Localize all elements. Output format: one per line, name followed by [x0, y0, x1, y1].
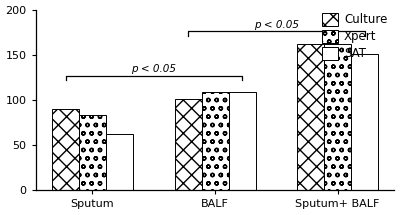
Bar: [228, 92, 256, 190]
Text: p < 0.05: p < 0.05: [131, 64, 176, 74]
Legend: Culture, Xpert, SAT: Culture, Xpert, SAT: [320, 12, 388, 61]
Text: p < 0.05: p < 0.05: [254, 20, 299, 30]
Bar: [52, 109, 79, 190]
Bar: [297, 44, 324, 190]
Bar: [351, 54, 378, 190]
Bar: [324, 44, 351, 190]
Bar: [202, 92, 228, 190]
Bar: [175, 99, 202, 190]
Bar: [79, 115, 106, 190]
Bar: [106, 134, 133, 190]
